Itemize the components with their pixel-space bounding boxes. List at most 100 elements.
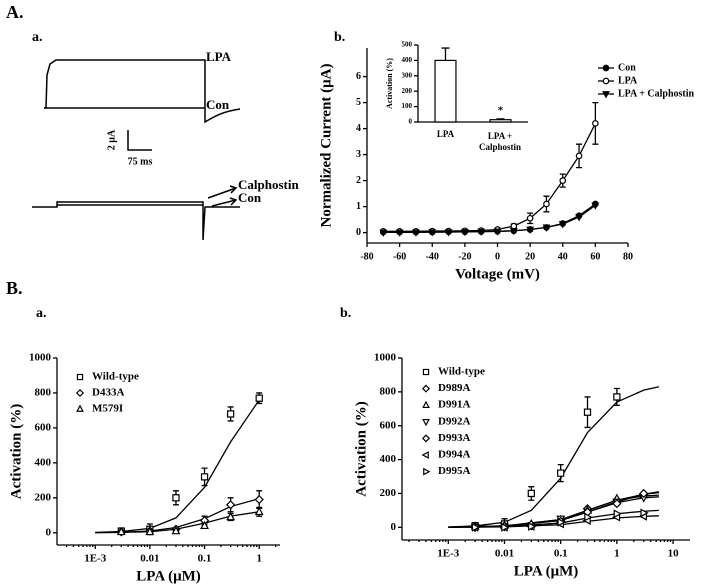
point xyxy=(640,508,649,518)
trace-lpa xyxy=(44,59,241,124)
y-tick-label: 5 xyxy=(356,97,361,108)
x-tick-label: 1E-3 xyxy=(84,553,107,565)
y-tick-label: 0 xyxy=(356,227,361,238)
x-axis-label: Voltage (mV) xyxy=(455,266,540,282)
scale-label: 75 ms xyxy=(128,156,153,167)
point xyxy=(612,498,622,509)
legend-label: Wild-type xyxy=(438,366,485,378)
y-tick-label: 200 xyxy=(402,87,413,95)
y-tick-label: 1000 xyxy=(29,352,52,364)
error-bar xyxy=(496,118,505,120)
series-line xyxy=(383,204,596,233)
legend-marker xyxy=(422,400,430,409)
point xyxy=(200,520,209,530)
fit-line xyxy=(448,386,660,528)
point xyxy=(575,214,583,222)
x-axis-label: LPA (μM) xyxy=(136,568,200,584)
y-axis-label: Normalized Current (μA) xyxy=(318,63,334,227)
legend-label: D991A xyxy=(438,399,470,411)
legend-label: Wild-type xyxy=(92,371,139,383)
point xyxy=(543,200,550,208)
point xyxy=(395,229,404,237)
point xyxy=(528,522,537,531)
legend-label: D433A xyxy=(92,387,124,399)
fit-line xyxy=(448,491,660,528)
x-axis-label: LPA (μM) xyxy=(514,563,578,579)
point xyxy=(471,522,481,532)
point xyxy=(559,177,567,184)
point xyxy=(584,512,593,522)
y-tick-label: 3 xyxy=(356,149,361,160)
arrow xyxy=(207,185,238,199)
y-tick-label: 800 xyxy=(380,385,397,397)
point xyxy=(527,489,535,498)
legend-marker xyxy=(602,91,610,99)
point xyxy=(526,214,534,222)
x-tick-label: 20 xyxy=(525,251,535,262)
point xyxy=(444,229,453,237)
panel-label: a. xyxy=(32,30,43,45)
point xyxy=(477,228,486,237)
fit-line xyxy=(448,496,659,528)
x-tick-label: -40 xyxy=(426,251,439,262)
legend-label: Con xyxy=(618,62,636,73)
y-axis-label: Activation (%) xyxy=(353,401,369,496)
legend-label: D995A xyxy=(438,465,470,477)
point xyxy=(558,221,567,229)
y-tick-label: 800 xyxy=(35,386,52,398)
legend-label: LPA xyxy=(618,75,638,86)
point xyxy=(592,120,599,127)
x-tick-label: 0.1 xyxy=(554,548,568,560)
point xyxy=(639,488,649,499)
y-tick-label: 100 xyxy=(402,102,413,110)
y-tick-label: 4 xyxy=(356,123,361,134)
y-tick-label: 1 xyxy=(356,201,361,212)
point xyxy=(254,506,264,516)
point xyxy=(501,522,510,532)
legend-label: D989A xyxy=(438,382,470,394)
legend-marker xyxy=(602,77,610,85)
legend-label: LPA + Calphostin xyxy=(618,88,695,99)
y-tick-label: 1000 xyxy=(374,352,397,364)
y-tick-label: 600 xyxy=(380,419,397,431)
error-bar xyxy=(441,47,450,61)
legend-marker xyxy=(76,404,84,412)
y-tick-label: 400 xyxy=(380,453,397,465)
point xyxy=(145,526,155,536)
x-tick-label: 1 xyxy=(256,553,262,565)
x-tick-label: LPA xyxy=(437,129,455,139)
legend-marker xyxy=(602,64,610,72)
x-tick-label: 80 xyxy=(623,251,633,262)
y-axis-label: Activation (%) xyxy=(8,404,24,499)
arrow xyxy=(211,197,238,207)
point xyxy=(583,408,592,416)
bar xyxy=(434,59,457,123)
point xyxy=(254,494,264,505)
point xyxy=(575,152,583,160)
legend-label: D993A xyxy=(438,432,470,444)
legend-label: M579I xyxy=(92,403,123,415)
y-tick-label: 0 xyxy=(391,521,397,533)
y-tick-label: 400 xyxy=(402,56,413,64)
point xyxy=(226,410,235,418)
legend-marker xyxy=(75,388,85,398)
legend-label: D992A xyxy=(438,415,470,427)
scale-label: 2 μA xyxy=(106,129,117,150)
legend-label: D994A xyxy=(438,449,470,461)
y-tick-label: 400 xyxy=(35,456,52,468)
x-tick-label: 0.1 xyxy=(198,553,212,565)
y-tick-label: 2 xyxy=(356,175,361,186)
point xyxy=(428,229,437,237)
point xyxy=(493,228,502,236)
legend-marker xyxy=(421,434,431,443)
trace-label: Con xyxy=(238,190,262,205)
point xyxy=(526,226,535,234)
x-tick-label: -60 xyxy=(393,251,406,262)
point xyxy=(557,469,565,477)
x-tick-label: 0.01 xyxy=(140,553,159,565)
legend-marker xyxy=(76,373,84,381)
panel-label: B. xyxy=(6,278,23,298)
trace-label: Con xyxy=(206,97,230,112)
y-tick-label: 300 xyxy=(402,71,413,79)
